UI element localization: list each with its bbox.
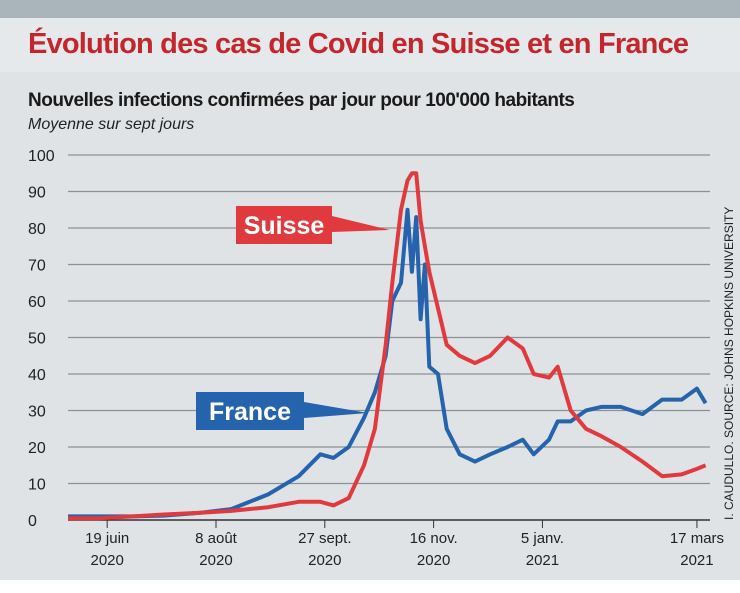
x-tick-label: 5 janv. (521, 530, 564, 547)
legend-label: France (209, 398, 291, 426)
chart-subtitle: Nouvelles infections confirmées par jour… (28, 90, 575, 111)
chart-note: Moyenne sur sept jours (28, 116, 195, 133)
x-tick-label: 16 nov. (410, 530, 458, 547)
x-tick-label: 2021 (526, 552, 559, 569)
y-tick-label: 0 (28, 513, 37, 530)
legend-box (236, 206, 332, 244)
y-tick-label: 80 (28, 221, 46, 238)
x-tick-label: 8 août (195, 530, 238, 547)
source-credit: I. CAUDULLO. SOURCE: JOHNS HOPKINS UNIVE… (722, 206, 736, 520)
y-tick-label: 90 (28, 185, 46, 202)
x-tick-label: 2020 (199, 552, 232, 569)
y-tick-label: 100 (28, 148, 55, 165)
y-tick-label: 20 (28, 440, 46, 457)
y-tick-label: 60 (28, 294, 46, 311)
y-tick-label: 40 (28, 367, 46, 384)
y-tick-label: 50 (28, 331, 46, 348)
title-band (0, 18, 740, 72)
series-line-suisse (68, 171, 707, 521)
x-tick-label: 2020 (308, 552, 341, 569)
y-tick-label: 70 (28, 258, 46, 275)
legend-box (196, 392, 304, 430)
x-tick-label: 2021 (680, 552, 713, 569)
x-tick-label: 2020 (90, 552, 123, 569)
x-tick-label: 19 juin (85, 530, 129, 547)
legend-pointer (304, 402, 368, 418)
top-band (0, 0, 740, 18)
legend-pointer (332, 216, 390, 232)
x-tick-label: 17 mars (670, 530, 724, 547)
y-tick-label: 30 (28, 404, 46, 421)
x-tick-label: 2020 (417, 552, 450, 569)
x-tick-label: 27 sept. (298, 530, 351, 547)
series-line-france (68, 207, 708, 519)
chart-title: Évolution des cas de Covid en Suisse et … (28, 28, 689, 60)
legend-label: Suisse (244, 212, 325, 240)
y-tick-label: 10 (28, 477, 46, 494)
bottom-band (0, 580, 740, 593)
